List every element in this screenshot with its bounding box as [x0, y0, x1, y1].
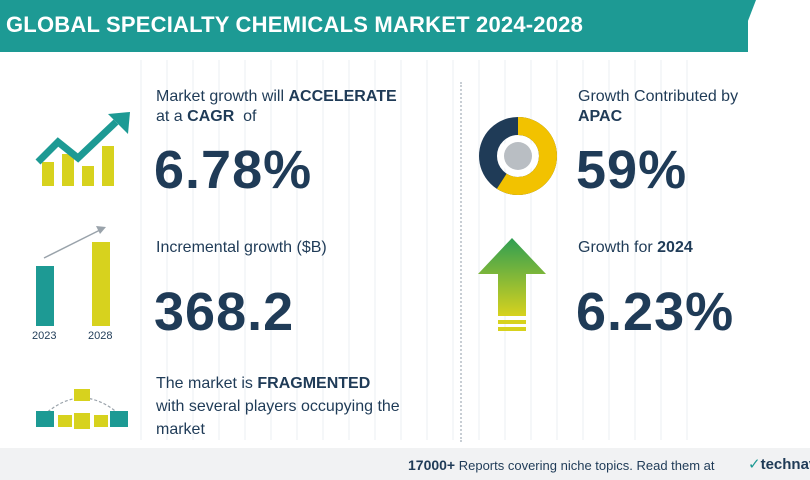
- background-pattern: [140, 60, 700, 440]
- fragmented-strong: FRAGMENTED: [257, 375, 371, 392]
- growth-arrow-icon: [478, 238, 546, 331]
- incremental-bar-icon: [36, 226, 110, 326]
- apac-value: 59%: [576, 140, 688, 200]
- footer-report-count: 17000+: [408, 457, 456, 473]
- cagr-line-2: at a CAGR of: [156, 107, 256, 127]
- growth-2024-value: 6.23%: [576, 282, 735, 342]
- cagr-line-1: Market growth will ACCELERATE: [156, 87, 397, 107]
- donut-center: [504, 142, 532, 170]
- growth-2024-year: 2024: [657, 239, 693, 256]
- apac-strong: APAC: [578, 108, 623, 125]
- cagr-accelerate: ACCELERATE: [288, 88, 397, 105]
- column-divider: [460, 82, 462, 442]
- fragmented-market-icon: [36, 389, 128, 429]
- header-banner-notch: [736, 0, 756, 52]
- page-title: GLOBAL SPECIALTY CHEMICALS MARKET 2024-2…: [6, 12, 584, 37]
- technavio-logo[interactable]: ✓technav: [748, 455, 810, 473]
- apac-donut-chart: [479, 117, 557, 195]
- logo-check-icon: ✓: [748, 456, 761, 473]
- logo-text: technav: [760, 456, 810, 473]
- bar-label-2028: 2028: [88, 330, 113, 342]
- fragmented-line-3: market: [156, 421, 205, 438]
- growth-2024-prefix: Growth for: [578, 239, 658, 256]
- fragmented-line-1: The market is FRAGMENTED: [156, 374, 370, 394]
- donut-apac-share: [479, 117, 557, 195]
- cagr-line-1-prefix: Market growth will: [156, 88, 289, 105]
- incremental-label: Incremental growth ($B): [156, 239, 327, 256]
- footer-text: 17000+ Reports covering niche topics. Re…: [408, 457, 715, 473]
- cagr-of: of: [234, 108, 257, 125]
- apac-line-1: Growth Contributed by: [578, 88, 739, 105]
- header-banner: [0, 0, 748, 52]
- apac-line-2: APAC: [578, 107, 622, 127]
- footer-message: Reports covering niche topics. Read them…: [455, 458, 715, 473]
- fragmented-line-1-prefix: The market is: [156, 375, 258, 392]
- fragmented-line-2: with several players occupying the: [156, 398, 400, 415]
- cagr-label: CAGR: [187, 108, 235, 125]
- bar-label-2023: 2023: [32, 330, 57, 342]
- cagr-value: 6.78%: [154, 140, 313, 200]
- growth-2024-label: Growth for 2024: [578, 238, 693, 258]
- growth-chart-icon: [35, 112, 130, 186]
- incremental-value: 368.2: [154, 282, 295, 342]
- footer-bar: [0, 448, 810, 480]
- cagr-line-2-prefix: at a: [156, 108, 188, 125]
